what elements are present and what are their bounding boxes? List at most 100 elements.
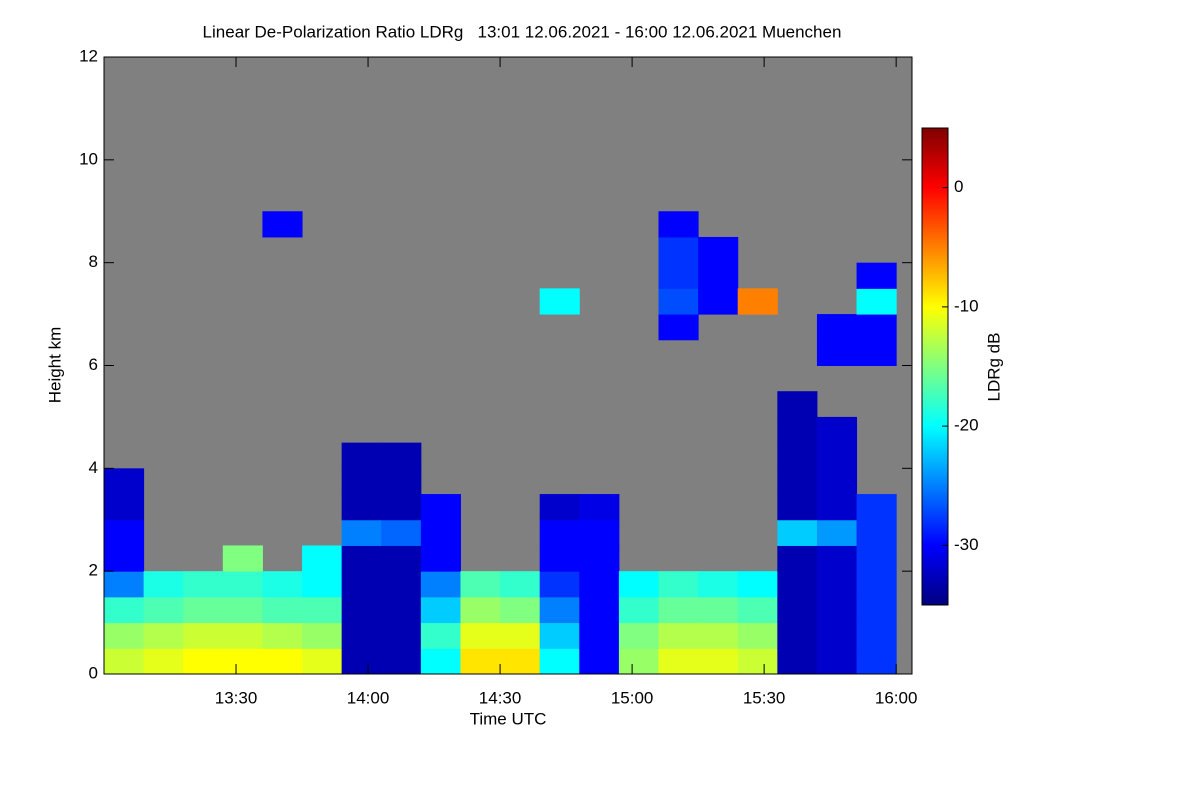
heatmap-cell xyxy=(698,596,739,624)
heatmap-cell xyxy=(460,596,501,624)
heatmap-cell xyxy=(856,494,897,521)
heatmap-cell xyxy=(262,648,303,675)
heatmap-cell xyxy=(579,596,620,624)
heatmap-cell xyxy=(698,288,739,315)
heatmap-cell xyxy=(539,596,580,624)
heatmap-cell xyxy=(104,545,145,572)
heatmap-cell xyxy=(104,468,145,495)
y-axis-label: Height km xyxy=(45,327,64,404)
x-tick-label: 16:00 xyxy=(875,688,918,707)
heatmap-cell xyxy=(500,648,541,675)
heatmap-cell xyxy=(262,211,303,238)
heatmap-cell xyxy=(658,236,699,264)
heatmap-cell xyxy=(658,211,699,238)
heatmap-cell xyxy=(777,442,818,469)
heatmap-cell xyxy=(856,519,897,546)
heatmap-cell xyxy=(856,545,897,572)
heatmap-cell xyxy=(618,622,660,649)
heatmap-cell xyxy=(104,519,145,546)
heatmap-cell xyxy=(381,622,422,649)
heatmap-cell xyxy=(816,416,858,444)
heatmap-cell xyxy=(539,519,580,546)
colorbar-tick-label: -20 xyxy=(954,416,979,435)
heatmap-cell xyxy=(856,648,897,675)
x-tick-label: 15:00 xyxy=(611,688,654,707)
heatmap-cell xyxy=(460,648,501,675)
heatmap-cell xyxy=(381,571,422,598)
heatmap-cell xyxy=(579,545,620,572)
colorbar-tick-label: 0 xyxy=(954,177,963,196)
heatmap-cell xyxy=(104,648,145,675)
heatmap-cell xyxy=(302,571,343,598)
colorbar-tick-label: -10 xyxy=(954,296,979,315)
heatmap-cell xyxy=(341,596,382,624)
heatmap-cell xyxy=(816,648,858,675)
heatmap-cell xyxy=(341,571,382,598)
heatmap-cell xyxy=(341,519,382,546)
heatmap-cell xyxy=(856,288,897,315)
heatmap-cell xyxy=(143,648,184,675)
heatmap-cell xyxy=(816,442,858,469)
heatmap-cell xyxy=(222,596,263,624)
heatmap-cell xyxy=(777,571,818,598)
heatmap-cell xyxy=(737,596,778,624)
heatmap-cell xyxy=(381,442,422,469)
heatmap-cell xyxy=(777,468,818,495)
y-tick-label: 4 xyxy=(89,458,98,477)
heatmap-cell xyxy=(816,596,858,624)
heatmap-cell xyxy=(381,545,422,572)
heatmap-cell xyxy=(816,468,858,495)
heatmap-cell xyxy=(698,571,739,598)
heatmap-cell xyxy=(618,596,660,624)
heatmap-cell xyxy=(341,442,382,469)
heatmap-cell xyxy=(341,468,382,495)
heatmap-cell xyxy=(816,339,858,366)
heatmap-cell xyxy=(341,622,382,649)
heatmap-cell xyxy=(618,571,660,598)
heatmap-cell xyxy=(777,622,818,649)
heatmap-cell xyxy=(816,494,858,521)
heatmap-cell xyxy=(222,648,263,675)
heatmap-cell xyxy=(420,519,461,546)
heatmap-cell xyxy=(381,596,422,624)
heatmap-cell xyxy=(856,339,897,366)
y-tick-label: 10 xyxy=(79,149,98,168)
heatmap-cell xyxy=(183,648,224,675)
heatmap-cell xyxy=(658,314,699,341)
heatmap-cell xyxy=(104,596,145,624)
heatmap-cell xyxy=(737,288,778,315)
heatmap-cell xyxy=(618,648,660,675)
heatmap-cell xyxy=(143,571,184,598)
heatmap-cell xyxy=(143,596,184,624)
heatmap-cell xyxy=(539,648,580,675)
heatmap-cell xyxy=(262,571,303,598)
y-tick-label: 8 xyxy=(89,252,98,271)
heatmap-cell xyxy=(341,494,382,521)
heatmap-cell xyxy=(104,622,145,649)
heatmap-cell xyxy=(698,262,739,289)
heatmap-cell xyxy=(816,314,858,341)
heatmap-cell xyxy=(460,571,501,598)
heatmap-cell xyxy=(381,468,422,495)
colorbar xyxy=(921,127,949,606)
x-tick-label: 14:30 xyxy=(479,688,522,707)
heatmap-cell xyxy=(104,571,145,598)
heatmap-cell xyxy=(777,596,818,624)
heatmap-cell xyxy=(143,622,184,649)
heatmap-cell xyxy=(420,648,461,675)
heatmap-cell xyxy=(302,545,343,572)
x-tick-label: 15:30 xyxy=(743,688,786,707)
heatmap-cell xyxy=(222,545,263,572)
heatmap-cell xyxy=(658,648,699,675)
heatmap-cell xyxy=(460,622,501,649)
y-tick-label: 12 xyxy=(79,46,98,65)
heatmap-cell xyxy=(698,622,739,649)
heatmap-cell xyxy=(777,648,818,675)
heatmap-cell xyxy=(777,545,818,572)
x-tick-label: 13:30 xyxy=(215,688,258,707)
heatmap-cell xyxy=(777,391,818,418)
heatmap-cell xyxy=(302,622,343,649)
heatmap-cell xyxy=(856,314,897,341)
heatmap-cell xyxy=(816,545,858,572)
